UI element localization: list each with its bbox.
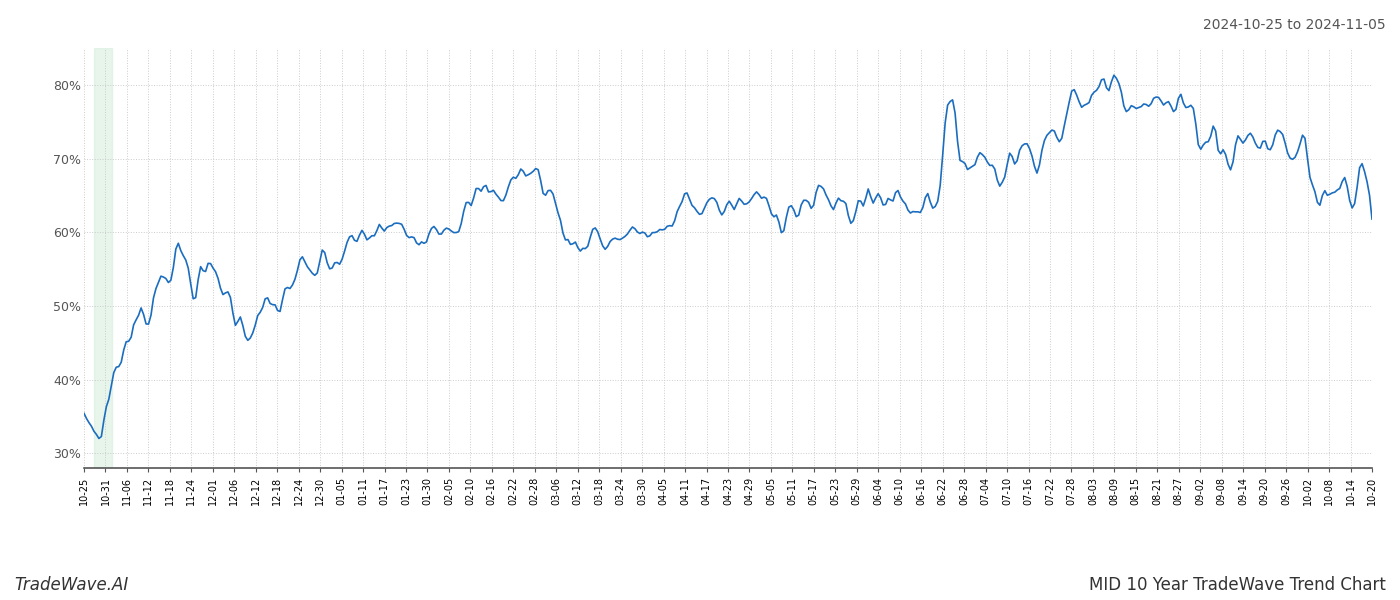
Text: MID 10 Year TradeWave Trend Chart: MID 10 Year TradeWave Trend Chart <box>1089 576 1386 594</box>
Bar <box>94 48 112 468</box>
Text: 2024-10-25 to 2024-11-05: 2024-10-25 to 2024-11-05 <box>1204 18 1386 32</box>
Text: TradeWave.AI: TradeWave.AI <box>14 576 129 594</box>
